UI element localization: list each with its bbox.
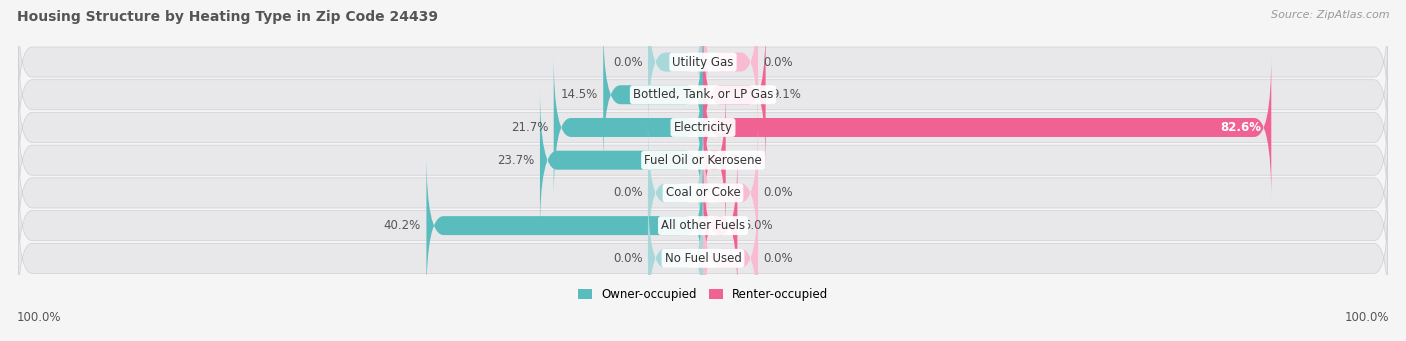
FancyBboxPatch shape <box>703 153 737 298</box>
FancyBboxPatch shape <box>18 44 1388 145</box>
Text: 9.1%: 9.1% <box>770 88 801 101</box>
FancyBboxPatch shape <box>703 55 1271 200</box>
FancyBboxPatch shape <box>18 175 1388 276</box>
Legend: Owner-occupied, Renter-occupied: Owner-occupied, Renter-occupied <box>578 288 828 301</box>
Text: 40.2%: 40.2% <box>384 219 420 232</box>
Text: Housing Structure by Heating Type in Zip Code 24439: Housing Structure by Heating Type in Zip… <box>17 10 437 24</box>
Text: 100.0%: 100.0% <box>17 311 62 324</box>
FancyBboxPatch shape <box>18 110 1388 210</box>
FancyBboxPatch shape <box>540 88 703 233</box>
Text: 0.0%: 0.0% <box>613 252 643 265</box>
Text: 0.0%: 0.0% <box>613 56 643 69</box>
FancyBboxPatch shape <box>18 143 1388 243</box>
FancyBboxPatch shape <box>703 186 758 331</box>
Text: 14.5%: 14.5% <box>561 88 598 101</box>
FancyBboxPatch shape <box>554 55 703 200</box>
Text: No Fuel Used: No Fuel Used <box>665 252 741 265</box>
Text: Coal or Coke: Coal or Coke <box>665 187 741 199</box>
Text: Source: ZipAtlas.com: Source: ZipAtlas.com <box>1271 10 1389 20</box>
Text: Electricity: Electricity <box>673 121 733 134</box>
Text: 0.0%: 0.0% <box>763 252 793 265</box>
FancyBboxPatch shape <box>648 0 703 134</box>
Text: All other Fuels: All other Fuels <box>661 219 745 232</box>
Text: Fuel Oil or Kerosene: Fuel Oil or Kerosene <box>644 154 762 167</box>
Text: 3.3%: 3.3% <box>731 154 761 167</box>
Text: 0.0%: 0.0% <box>763 187 793 199</box>
FancyBboxPatch shape <box>703 23 766 167</box>
FancyBboxPatch shape <box>703 0 758 134</box>
Text: 100.0%: 100.0% <box>1344 311 1389 324</box>
Text: 0.0%: 0.0% <box>613 187 643 199</box>
FancyBboxPatch shape <box>18 77 1388 178</box>
Text: 5.0%: 5.0% <box>742 219 772 232</box>
Text: Utility Gas: Utility Gas <box>672 56 734 69</box>
FancyBboxPatch shape <box>18 12 1388 113</box>
Text: 23.7%: 23.7% <box>498 154 534 167</box>
FancyBboxPatch shape <box>426 153 703 298</box>
Text: 82.6%: 82.6% <box>1220 121 1261 134</box>
FancyBboxPatch shape <box>703 121 758 265</box>
FancyBboxPatch shape <box>603 23 703 167</box>
Text: 21.7%: 21.7% <box>510 121 548 134</box>
FancyBboxPatch shape <box>648 186 703 331</box>
Text: 0.0%: 0.0% <box>763 56 793 69</box>
FancyBboxPatch shape <box>703 88 725 233</box>
Text: Bottled, Tank, or LP Gas: Bottled, Tank, or LP Gas <box>633 88 773 101</box>
FancyBboxPatch shape <box>18 208 1388 309</box>
FancyBboxPatch shape <box>648 121 703 265</box>
